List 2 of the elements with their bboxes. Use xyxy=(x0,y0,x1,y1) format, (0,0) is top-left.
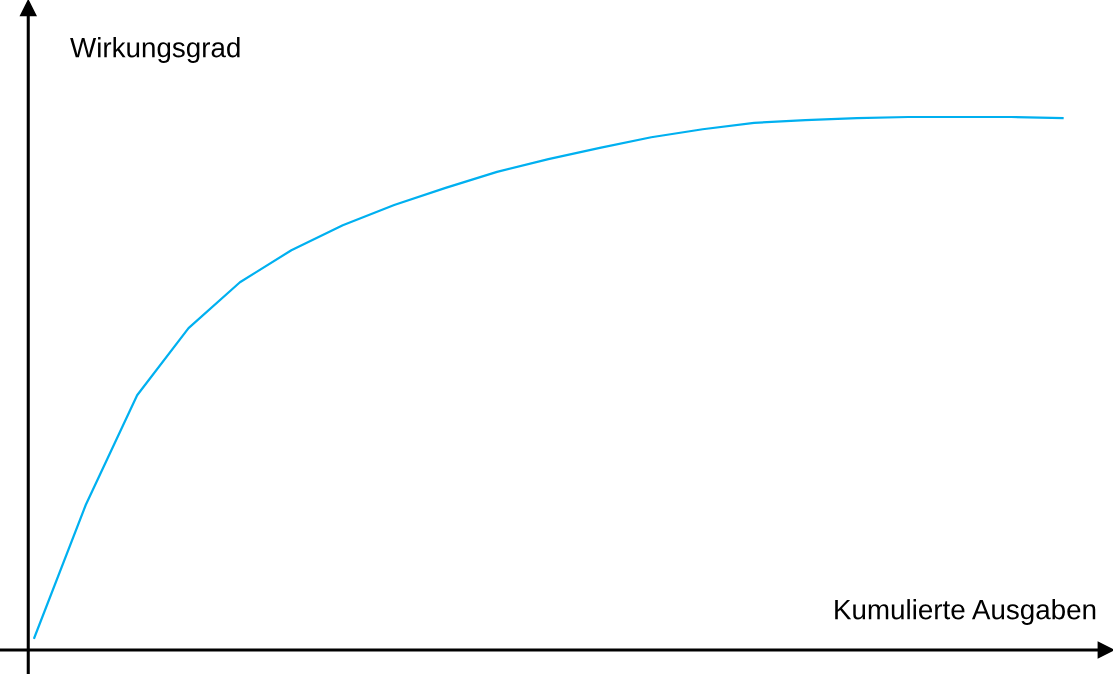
x-axis-title: Kumulierte Ausgaben xyxy=(835,599,1096,625)
y-axis-title: Wirkungsgrad xyxy=(70,37,240,63)
